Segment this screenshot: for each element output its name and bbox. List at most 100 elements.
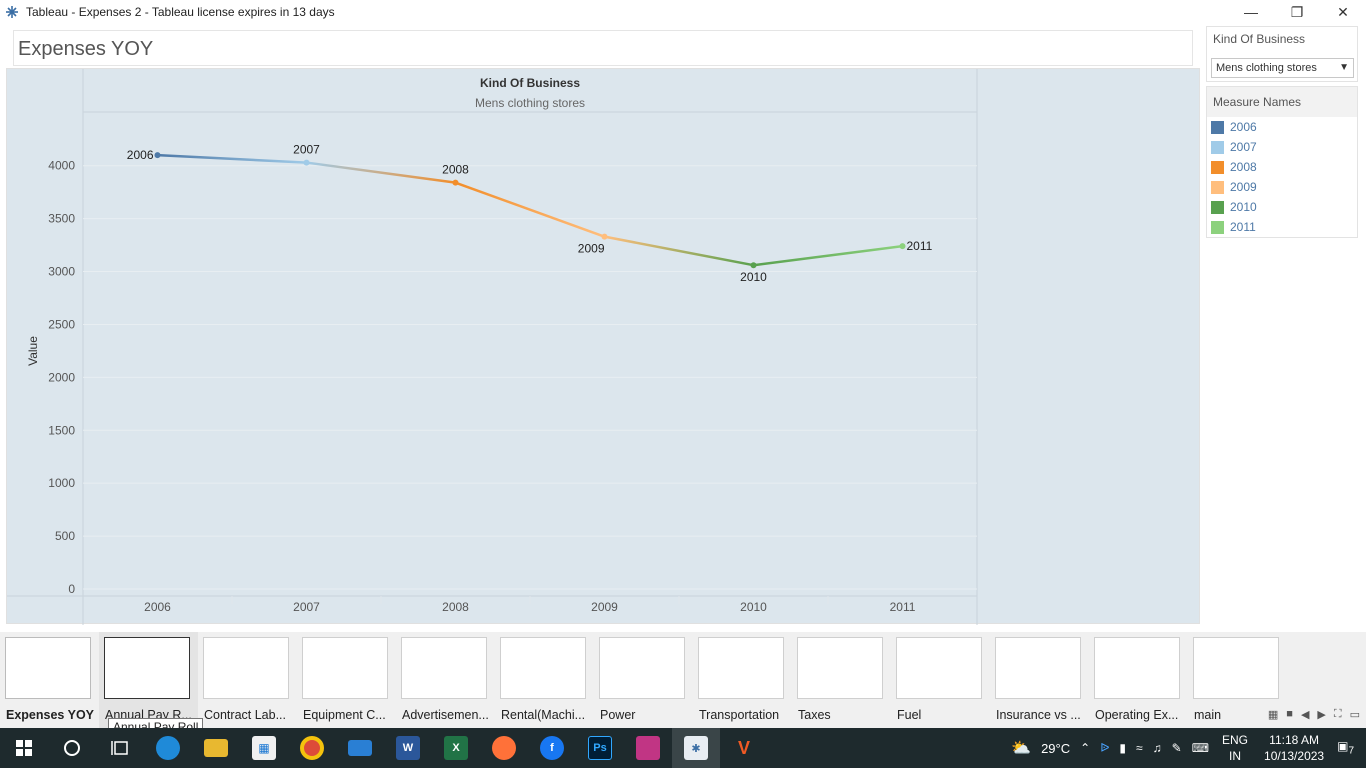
legend-item-2008[interactable]: 2008	[1207, 157, 1357, 177]
y-tick-label: 2500	[48, 317, 75, 331]
vectorworks-icon[interactable]: V	[737, 737, 750, 758]
kind-of-business-filter: Kind Of Business Mens clothing stores ▼	[1206, 26, 1358, 82]
sheet-tab-thumbnail[interactable]: Transportation	[693, 632, 792, 728]
word-icon[interactable]: W	[384, 728, 432, 768]
data-point	[601, 233, 608, 240]
restore-button[interactable]: ❐	[1290, 3, 1304, 20]
legend-label: 2011	[1230, 220, 1256, 234]
line-chart-view[interactable]: Kind Of Business Mens clothing stores 0 500…	[6, 68, 1200, 625]
fullscreen-icon[interactable]: ⛶	[1333, 708, 1342, 720]
weather-icon[interactable]: ⛅	[1011, 740, 1032, 757]
legend-swatch	[1211, 180, 1224, 194]
sheet-tab-thumbnail[interactable]: Advertisemen...	[396, 632, 495, 728]
chevron-up-icon[interactable]: ⌃	[1080, 741, 1091, 755]
legend-item-2011[interactable]: 2011	[1207, 217, 1357, 237]
sheet-thumbnail-image	[995, 637, 1081, 699]
data-point	[899, 243, 906, 250]
sheet-thumbnail-image	[896, 637, 982, 699]
sheet-tab-thumbnail[interactable]: Expenses YOY	[0, 632, 99, 728]
data-label: 2008	[442, 163, 469, 177]
clock[interactable]: 11:18 AM 10/13/2023	[1256, 732, 1332, 764]
y-axis-label: Value	[26, 336, 40, 366]
notifications-icon[interactable]: ▣7	[1337, 739, 1354, 757]
sheet-tab-label: Operating Ex...	[1095, 708, 1179, 722]
sheet-tab-thumbnail[interactable]: Annual Pay R...	[99, 632, 198, 728]
x-tick-label: 2009	[591, 600, 618, 614]
microsoft-store-icon[interactable]: ▦	[240, 728, 288, 768]
legend-item-2006[interactable]: 2006	[1207, 117, 1357, 137]
legend-item-2010[interactable]: 2010	[1207, 197, 1357, 217]
kind-of-business-dropdown[interactable]: Mens clothing stores ▼	[1211, 58, 1354, 78]
sheet-tab-thumbnail[interactable]: main	[1188, 632, 1287, 728]
y-tick-label: 500	[55, 529, 75, 543]
sheet-tab-thumbnail[interactable]: Insurance vs ...	[990, 632, 1089, 728]
sheet-tab-thumbnail[interactable]: Rental(Machi...	[495, 632, 594, 728]
legend-swatch	[1211, 160, 1224, 174]
file-explorer-icon[interactable]	[192, 728, 240, 768]
firefox-icon[interactable]	[480, 728, 528, 768]
region-code: IN	[1229, 749, 1242, 763]
battery-icon[interactable]: ▮	[1119, 741, 1127, 755]
chrome-icon[interactable]	[288, 728, 336, 768]
data-label: 2011	[907, 239, 933, 253]
photoshop-icon[interactable]: Ps	[576, 728, 624, 768]
x-tick-label: 2010	[740, 600, 767, 614]
notification-count: 7	[1348, 745, 1354, 757]
sheet-thumbnail-image	[599, 637, 685, 699]
chevron-down-icon: ▼	[1339, 62, 1349, 73]
sheet-tab-label: Rental(Machi...	[501, 708, 586, 722]
sheet-tab-label: Taxes	[798, 708, 831, 722]
language-indicator[interactable]: ENG IN	[1214, 732, 1256, 764]
instagram-icon[interactable]	[624, 728, 672, 768]
legend-swatch	[1211, 140, 1224, 154]
windows-start-icon[interactable]	[0, 728, 48, 768]
scroll-left-icon[interactable]: ◀	[1300, 709, 1310, 721]
minimize-button[interactable]: —	[1244, 4, 1258, 20]
volume-icon[interactable]: ♫	[1152, 741, 1162, 755]
legend-label: 2007	[1230, 140, 1257, 154]
sheet-thumbnail-image	[302, 637, 388, 699]
scroll-right-icon[interactable]: ▶	[1317, 709, 1326, 721]
data-point	[452, 179, 459, 186]
mail-icon[interactable]	[336, 728, 384, 768]
sheet-tab-thumbnail[interactable]: Operating Ex...	[1089, 632, 1188, 728]
keyboard-icon[interactable]: ⌨	[1191, 741, 1210, 755]
legend-item-2009[interactable]: 2009	[1207, 177, 1357, 197]
sheet-tab-label: Advertisemen...	[402, 708, 489, 722]
weather-temp[interactable]: 29°C	[1041, 740, 1071, 756]
legend-label: 2009	[1230, 180, 1257, 194]
tableau-taskbar-icon[interactable]: ✱	[672, 728, 720, 768]
pen-icon[interactable]: ✎	[1171, 741, 1182, 755]
window-titlebar: Tableau - Expenses 2 - Tableau license e…	[0, 0, 1366, 24]
sheet-tab-thumbnail[interactable]: Fuel	[891, 632, 990, 728]
sheet-tab-label: Insurance vs ...	[996, 708, 1081, 722]
excel-icon[interactable]: X	[432, 728, 480, 768]
search-icon[interactable]	[48, 728, 96, 768]
sheet-tab-thumbnail[interactable]: Equipment C...	[297, 632, 396, 728]
task-view-icon[interactable]	[96, 728, 144, 768]
sheet-tab-thumbnail[interactable]: Contract Lab...	[198, 632, 297, 728]
presentation-icon[interactable]: ▭	[1349, 709, 1360, 721]
sheet-title: Expenses YOY	[13, 30, 1193, 66]
tableau-logo-icon	[4, 4, 20, 20]
y-tick-label: 1000	[48, 476, 75, 490]
line-segment	[157, 153, 307, 164]
sheet-tab-thumbnail[interactable]: Power	[594, 632, 693, 728]
edge-browser-icon[interactable]	[144, 728, 192, 768]
sheet-filmstrip: Expenses YOY Annual Pay R... Contract Lab.…	[0, 632, 1366, 736]
y-tick-label: 4000	[48, 159, 75, 173]
line-segment	[455, 181, 605, 238]
bluetooth-icon[interactable]: ᐉ	[1100, 741, 1110, 755]
tabs-view-icon[interactable]: ■	[1286, 708, 1293, 720]
sheet-tab-label: Contract Lab...	[204, 708, 286, 722]
line-chart: Kind Of Business Mens clothing stores 0 500…	[7, 69, 978, 625]
sheet-tab-label: Transportation	[699, 708, 780, 722]
data-point	[303, 159, 310, 166]
facebook-icon[interactable]: f	[528, 728, 576, 768]
line-segment	[604, 235, 754, 267]
legend-item-2007[interactable]: 2007	[1207, 137, 1357, 157]
filmstrip-view-icon[interactable]: ▦	[1267, 709, 1279, 721]
wifi-icon[interactable]: ≈	[1136, 741, 1143, 755]
sheet-tab-thumbnail[interactable]: Taxes	[792, 632, 891, 728]
close-button[interactable]: ✕	[1337, 3, 1349, 20]
